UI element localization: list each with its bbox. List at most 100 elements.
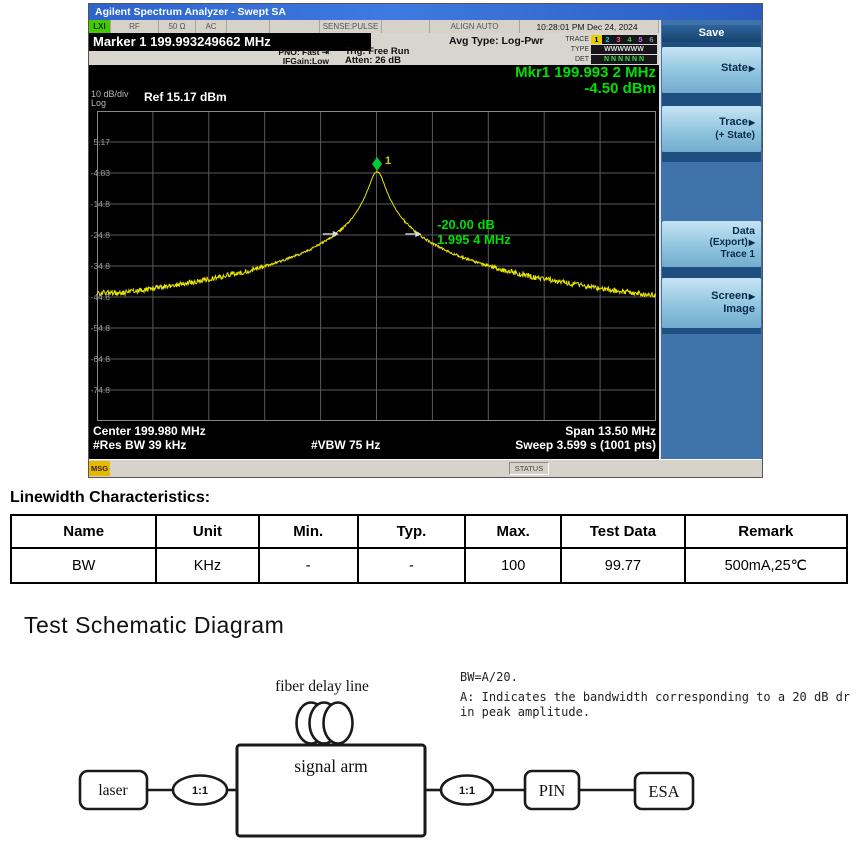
scale-per-div-label: 10 dB/div (91, 89, 129, 99)
cell-typ: - (356, 547, 467, 584)
submenu-arrow-icon: ▶ (748, 292, 755, 301)
y-tick-label: -54.8 (90, 323, 110, 333)
spectrum-svg: 1 (96, 110, 657, 422)
status-cell-empty (270, 20, 320, 33)
trace-number-2: 2 (602, 34, 613, 44)
sweep-label: Sweep 3.599 s (1001 pts) (515, 438, 656, 452)
bw-note-line3: in peak amplitude. (460, 705, 590, 719)
instrument-status-row: LXI RF 50 Ω AC SENSE:PULSE ALIGN AUTO 10… (89, 20, 659, 33)
res-bw-label: #Res BW 39 kHz (93, 438, 187, 452)
y-tick-label: -4.83 (90, 168, 110, 178)
coupler-right-label: 1:1 (459, 785, 475, 797)
sense-indicator: SENSE:PULSE (320, 20, 382, 33)
esa-label: ESA (648, 782, 679, 801)
marker1-amplitude: -4.50 dBm (584, 80, 656, 97)
test-schematic-diagram: fiber delay line signal arm laser 1:1 1:… (78, 670, 850, 838)
panel-divider (662, 42, 761, 47)
laser-box (78, 769, 149, 811)
status-cell: STATUS (509, 462, 549, 475)
linewidth-heading: Linewidth Characteristics: (10, 489, 211, 506)
cell-max: 100 (464, 547, 563, 584)
y-tick-label: -44.8 (90, 292, 110, 302)
atten-setting: Atten: 26 dB (345, 55, 401, 66)
esa-box (633, 771, 695, 811)
bw-formula-note: BW=A/20. (460, 670, 518, 684)
col-header-max: Max. (464, 514, 563, 549)
coupler-left-label: 1:1 (192, 785, 208, 797)
pin-box (523, 769, 581, 811)
cell-unit: KHz (155, 547, 260, 584)
marker1-readout: Mkr1 199.993 2 MHz -4.50 dBm (515, 65, 656, 97)
trace-number-5: 5 (635, 34, 646, 44)
pno-settings: PNO: Fast ⇥ IFGain:Low (229, 48, 329, 65)
trace-label: TRACE (565, 35, 589, 43)
bottom-status-bar: MSG STATUS (89, 459, 762, 477)
impedance-indicator: 50 Ω (159, 20, 196, 33)
y-tick-label: -14.8 (90, 199, 110, 209)
trace-number-4: 4 (624, 34, 635, 44)
detector-values: N N N N N N (591, 54, 657, 64)
band-edge-arrow-head (332, 230, 339, 238)
marker-1-diamond (372, 156, 383, 171)
type-label: TYPE (570, 45, 589, 53)
col-header-typ: Typ. (356, 514, 467, 549)
panel-divider (662, 93, 761, 106)
active-function-readout: Marker 1 199.993249662 MHz (89, 33, 371, 51)
panel-divider (662, 152, 761, 162)
rf-indicator: RF (111, 20, 159, 33)
marker-1-number: 1 (385, 155, 391, 167)
spectrum-analyzer-window: Agilent Spectrum Analyzer - Swept SA LXI… (88, 3, 763, 478)
window-titlebar: Agilent Spectrum Analyzer - Swept SA (89, 4, 762, 20)
y-tick-label: -74.8 (90, 385, 110, 395)
trigger-setting: Trig: Free Run (345, 46, 410, 57)
spectrum-display-area: Mkr1 199.993 2 MHz -4.50 dBm 10 dB/div L… (89, 65, 659, 459)
trace-1-line (96, 170, 657, 298)
datetime-display: 10:28:01 PM Dec 24, 2024 (520, 20, 659, 33)
center-frequency-label: Center 199.980 MHz (93, 424, 206, 438)
lxi-indicator: LXI (89, 20, 111, 33)
trigger-settings: Trig: Free Run Atten: 26 dB (345, 46, 410, 66)
log-scale-label: Log (91, 98, 107, 108)
fiber-coil-loop (322, 701, 354, 745)
panel-divider (662, 267, 761, 278)
y-tick-label: -64.8 (90, 354, 110, 364)
vbw-label: #VBW 75 Hz (311, 438, 381, 452)
cell-test-data: 99.77 (560, 547, 686, 584)
band-edge-arrow-head (415, 230, 422, 238)
pno-arrow-icon: ⇥ (321, 47, 329, 57)
det-label: DET (575, 55, 589, 63)
y-tick-label: -24.8 (90, 230, 110, 240)
y-tick-label: -34.8 (90, 261, 110, 271)
cell-min: - (257, 547, 359, 584)
col-header-min: Min. (257, 514, 359, 549)
signal-arm-label: signal arm (294, 756, 368, 776)
col-header-name: Name (9, 514, 158, 549)
msg-badge: MSG (89, 461, 110, 476)
menu-header-save: Save (662, 25, 761, 42)
softkey-save-trace[interactable]: Trace▶ (+ State) (662, 106, 761, 152)
table-header-row: Name Unit Min. Typ. Max. Test Data Remar… (9, 514, 849, 549)
softkey-save-data[interactable]: Data (Export)▶ Trace 1 (662, 221, 761, 267)
measurement-bar: Marker 1 199.993249662 MHz PNO: Fast ⇥ I… (89, 33, 659, 65)
softkey-save-state[interactable]: State▶ (662, 47, 761, 93)
panel-divider (662, 328, 761, 334)
marker1-frequency: Mkr1 199.993 2 MHz (515, 64, 656, 81)
laser-label: laser (98, 782, 128, 799)
coupling-indicator: AC (196, 20, 227, 33)
graticule-grid (96, 110, 657, 422)
graticule-border (97, 111, 656, 421)
schematic-heading: Test Schematic Diagram (24, 612, 285, 638)
bandwidth-annotation: -20.00 dB 1.995 4 MHz (437, 217, 511, 247)
trace-indicator-block: TRACE 1 2 3 4 5 6 TYPE WWWWWW DET N (565, 34, 657, 64)
analyzer-screen: LXI RF 50 Ω AC SENSE:PULSE ALIGN AUTO 10… (89, 20, 659, 459)
bw-width-value: 1.995 4 MHz (437, 232, 511, 247)
col-header-unit: Unit (155, 514, 260, 549)
pin-label: PIN (539, 781, 566, 800)
align-indicator: ALIGN AUTO (430, 20, 520, 33)
softkey-save-screen-image[interactable]: Screen▶ Image (662, 278, 761, 328)
y-tick-label: 5.17 (93, 137, 110, 147)
trace-number-1: 1 (591, 34, 602, 44)
trace-type-values: WWWWWW (591, 44, 657, 54)
bw-note-line2: A: Indicates the bandwidth corresponding… (460, 690, 850, 704)
linewidth-table: Name Unit Min. Typ. Max. Test Data Remar… (9, 514, 849, 584)
